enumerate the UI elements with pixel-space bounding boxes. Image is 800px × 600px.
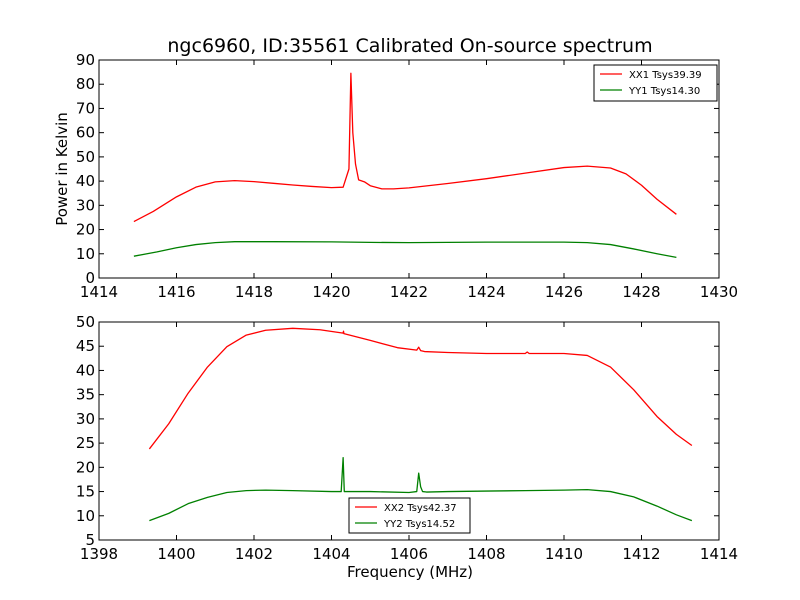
legend-label-2: YY1 Tsys14.30 <box>628 86 700 97</box>
series-line-1-2 <box>133 241 677 259</box>
chart-title: ngc6960, ID:35561 Calibrated On-source s… <box>167 35 652 57</box>
series-line-2-1 <box>148 327 693 450</box>
y-tick-label: 70 <box>76 99 95 117</box>
series-line-2-2 <box>149 456 693 522</box>
y-tick-label: 5 <box>85 531 95 549</box>
legend-label-1: XX1 Tsys39.39 <box>629 70 702 81</box>
x-tick-label: 1422 <box>390 283 428 301</box>
bottom-plot: 1398 1400 1402 1404 1406 1408 1410 1412 1414 5 10 1… <box>76 313 738 563</box>
y-tick-label: 45 <box>76 337 95 355</box>
top-plot: 1414 1416 1418 1420 1422 1424 1426 1428 1430 0 10 2… <box>53 51 738 301</box>
legend-label-2: YY2 Tsys14.52 <box>383 519 455 530</box>
y-axis-label: Power in Kelvin <box>53 112 71 226</box>
x-tick-label: 1414 <box>700 545 738 563</box>
x-tick-label: 1428 <box>622 283 660 301</box>
y-tick-label: 15 <box>76 483 95 501</box>
legend: XX2 Tsys42.37 YY2 Tsys14.52 <box>348 497 471 534</box>
y-tick-label: 80 <box>76 75 95 93</box>
y-tick-label: 30 <box>76 410 95 428</box>
y-tick-label: 90 <box>76 51 95 69</box>
legend-label-1: XX2 Tsys42.37 <box>384 503 457 514</box>
legend-box <box>348 497 471 534</box>
x-tick-label: 1416 <box>157 283 195 301</box>
y-tick-label: 10 <box>76 507 95 525</box>
x-tick-label: 1404 <box>312 545 350 563</box>
x-tick-label: 1430 <box>700 283 738 301</box>
x-tick-label: 1406 <box>390 545 428 563</box>
x-tick-label: 1400 <box>157 545 195 563</box>
y-tick-label: 40 <box>76 361 95 379</box>
series-line-1-1 <box>133 72 677 223</box>
y-tick-label: 30 <box>76 196 95 214</box>
x-tick-label: 1420 <box>312 283 350 301</box>
x-tick-label: 1418 <box>235 283 273 301</box>
legend-box <box>593 64 718 102</box>
y-tick-label: 25 <box>76 434 95 452</box>
y-tick-label: 50 <box>76 313 95 331</box>
y-tick-label: 60 <box>76 124 95 142</box>
y-tick-label: 0 <box>85 269 95 287</box>
x-tick-label: 1424 <box>467 283 505 301</box>
x-tick-label: 1408 <box>467 545 505 563</box>
x-tick-label: 1410 <box>545 545 583 563</box>
x-axis-label: Frequency (MHz) <box>347 563 473 581</box>
x-tick-label: 1398 <box>80 545 118 563</box>
y-tick-label: 35 <box>76 386 95 404</box>
x-tick-label: 1412 <box>622 545 660 563</box>
y-tick-label: 40 <box>76 172 95 190</box>
y-tick-label: 20 <box>76 221 95 239</box>
legend: XX1 Tsys39.39 YY1 Tsys14.30 <box>593 64 718 102</box>
y-tick-label: 20 <box>76 458 95 476</box>
x-tick-label: 1414 <box>80 283 118 301</box>
x-tick-label: 1402 <box>235 545 273 563</box>
x-tick-label: 1426 <box>545 283 583 301</box>
y-tick-label: 50 <box>76 148 95 166</box>
y-tick-label: 10 <box>76 245 95 263</box>
